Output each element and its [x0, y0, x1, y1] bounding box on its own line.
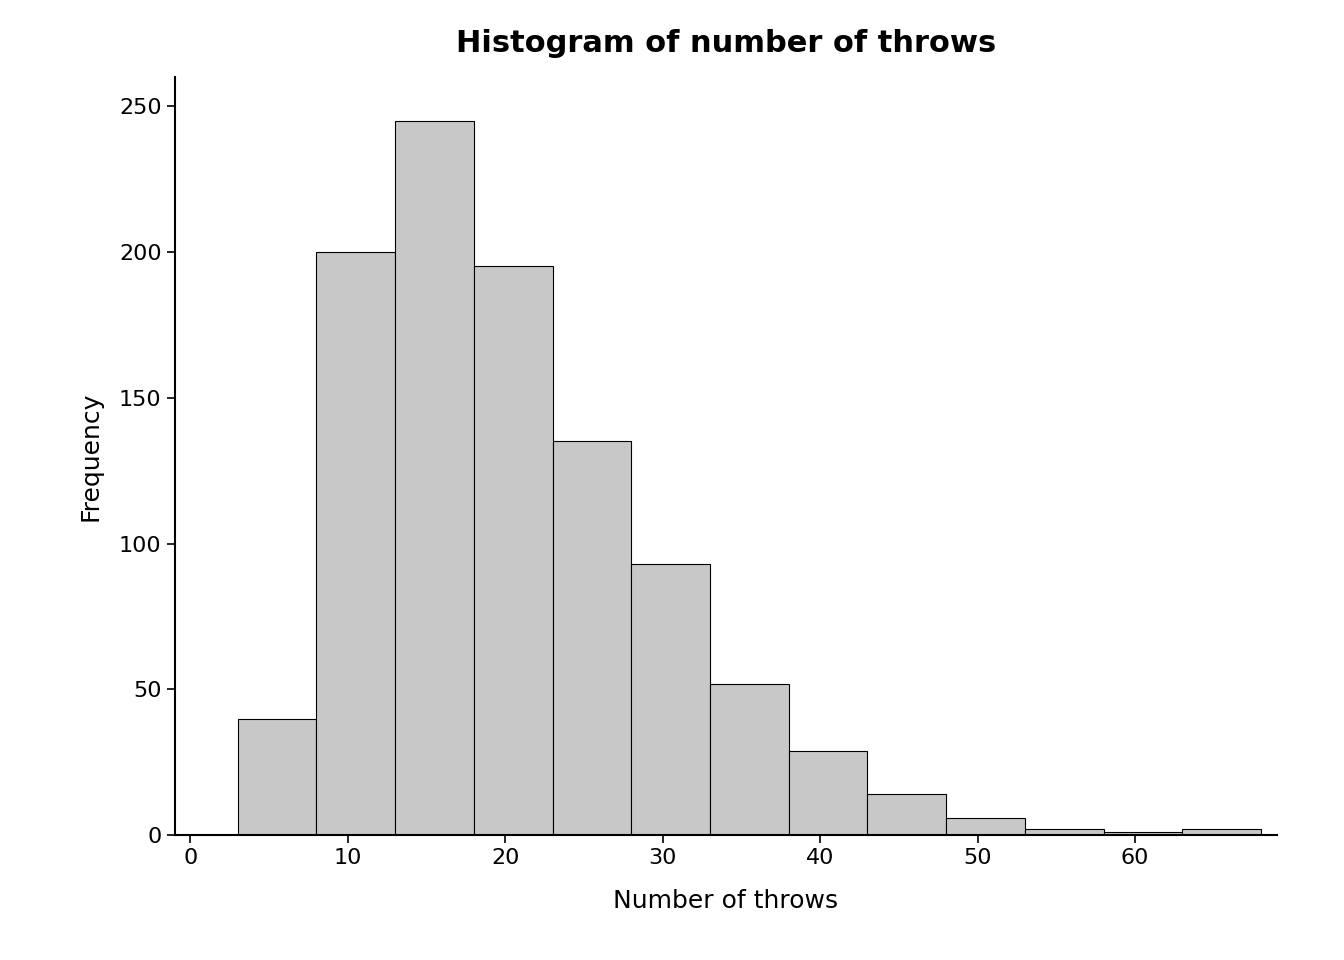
- Bar: [474, 266, 552, 835]
- Bar: [316, 252, 395, 835]
- Bar: [552, 442, 632, 835]
- Bar: [789, 751, 867, 835]
- Bar: [632, 564, 710, 835]
- Bar: [946, 818, 1025, 835]
- Bar: [867, 794, 946, 835]
- Bar: [395, 121, 474, 835]
- Bar: [710, 684, 789, 835]
- Bar: [1025, 829, 1103, 835]
- Title: Histogram of number of throws: Histogram of number of throws: [456, 29, 996, 58]
- Bar: [238, 718, 316, 835]
- Bar: [1183, 829, 1261, 835]
- Bar: [1103, 832, 1183, 835]
- X-axis label: Number of throws: Number of throws: [613, 889, 839, 913]
- Y-axis label: Frequency: Frequency: [78, 392, 102, 520]
